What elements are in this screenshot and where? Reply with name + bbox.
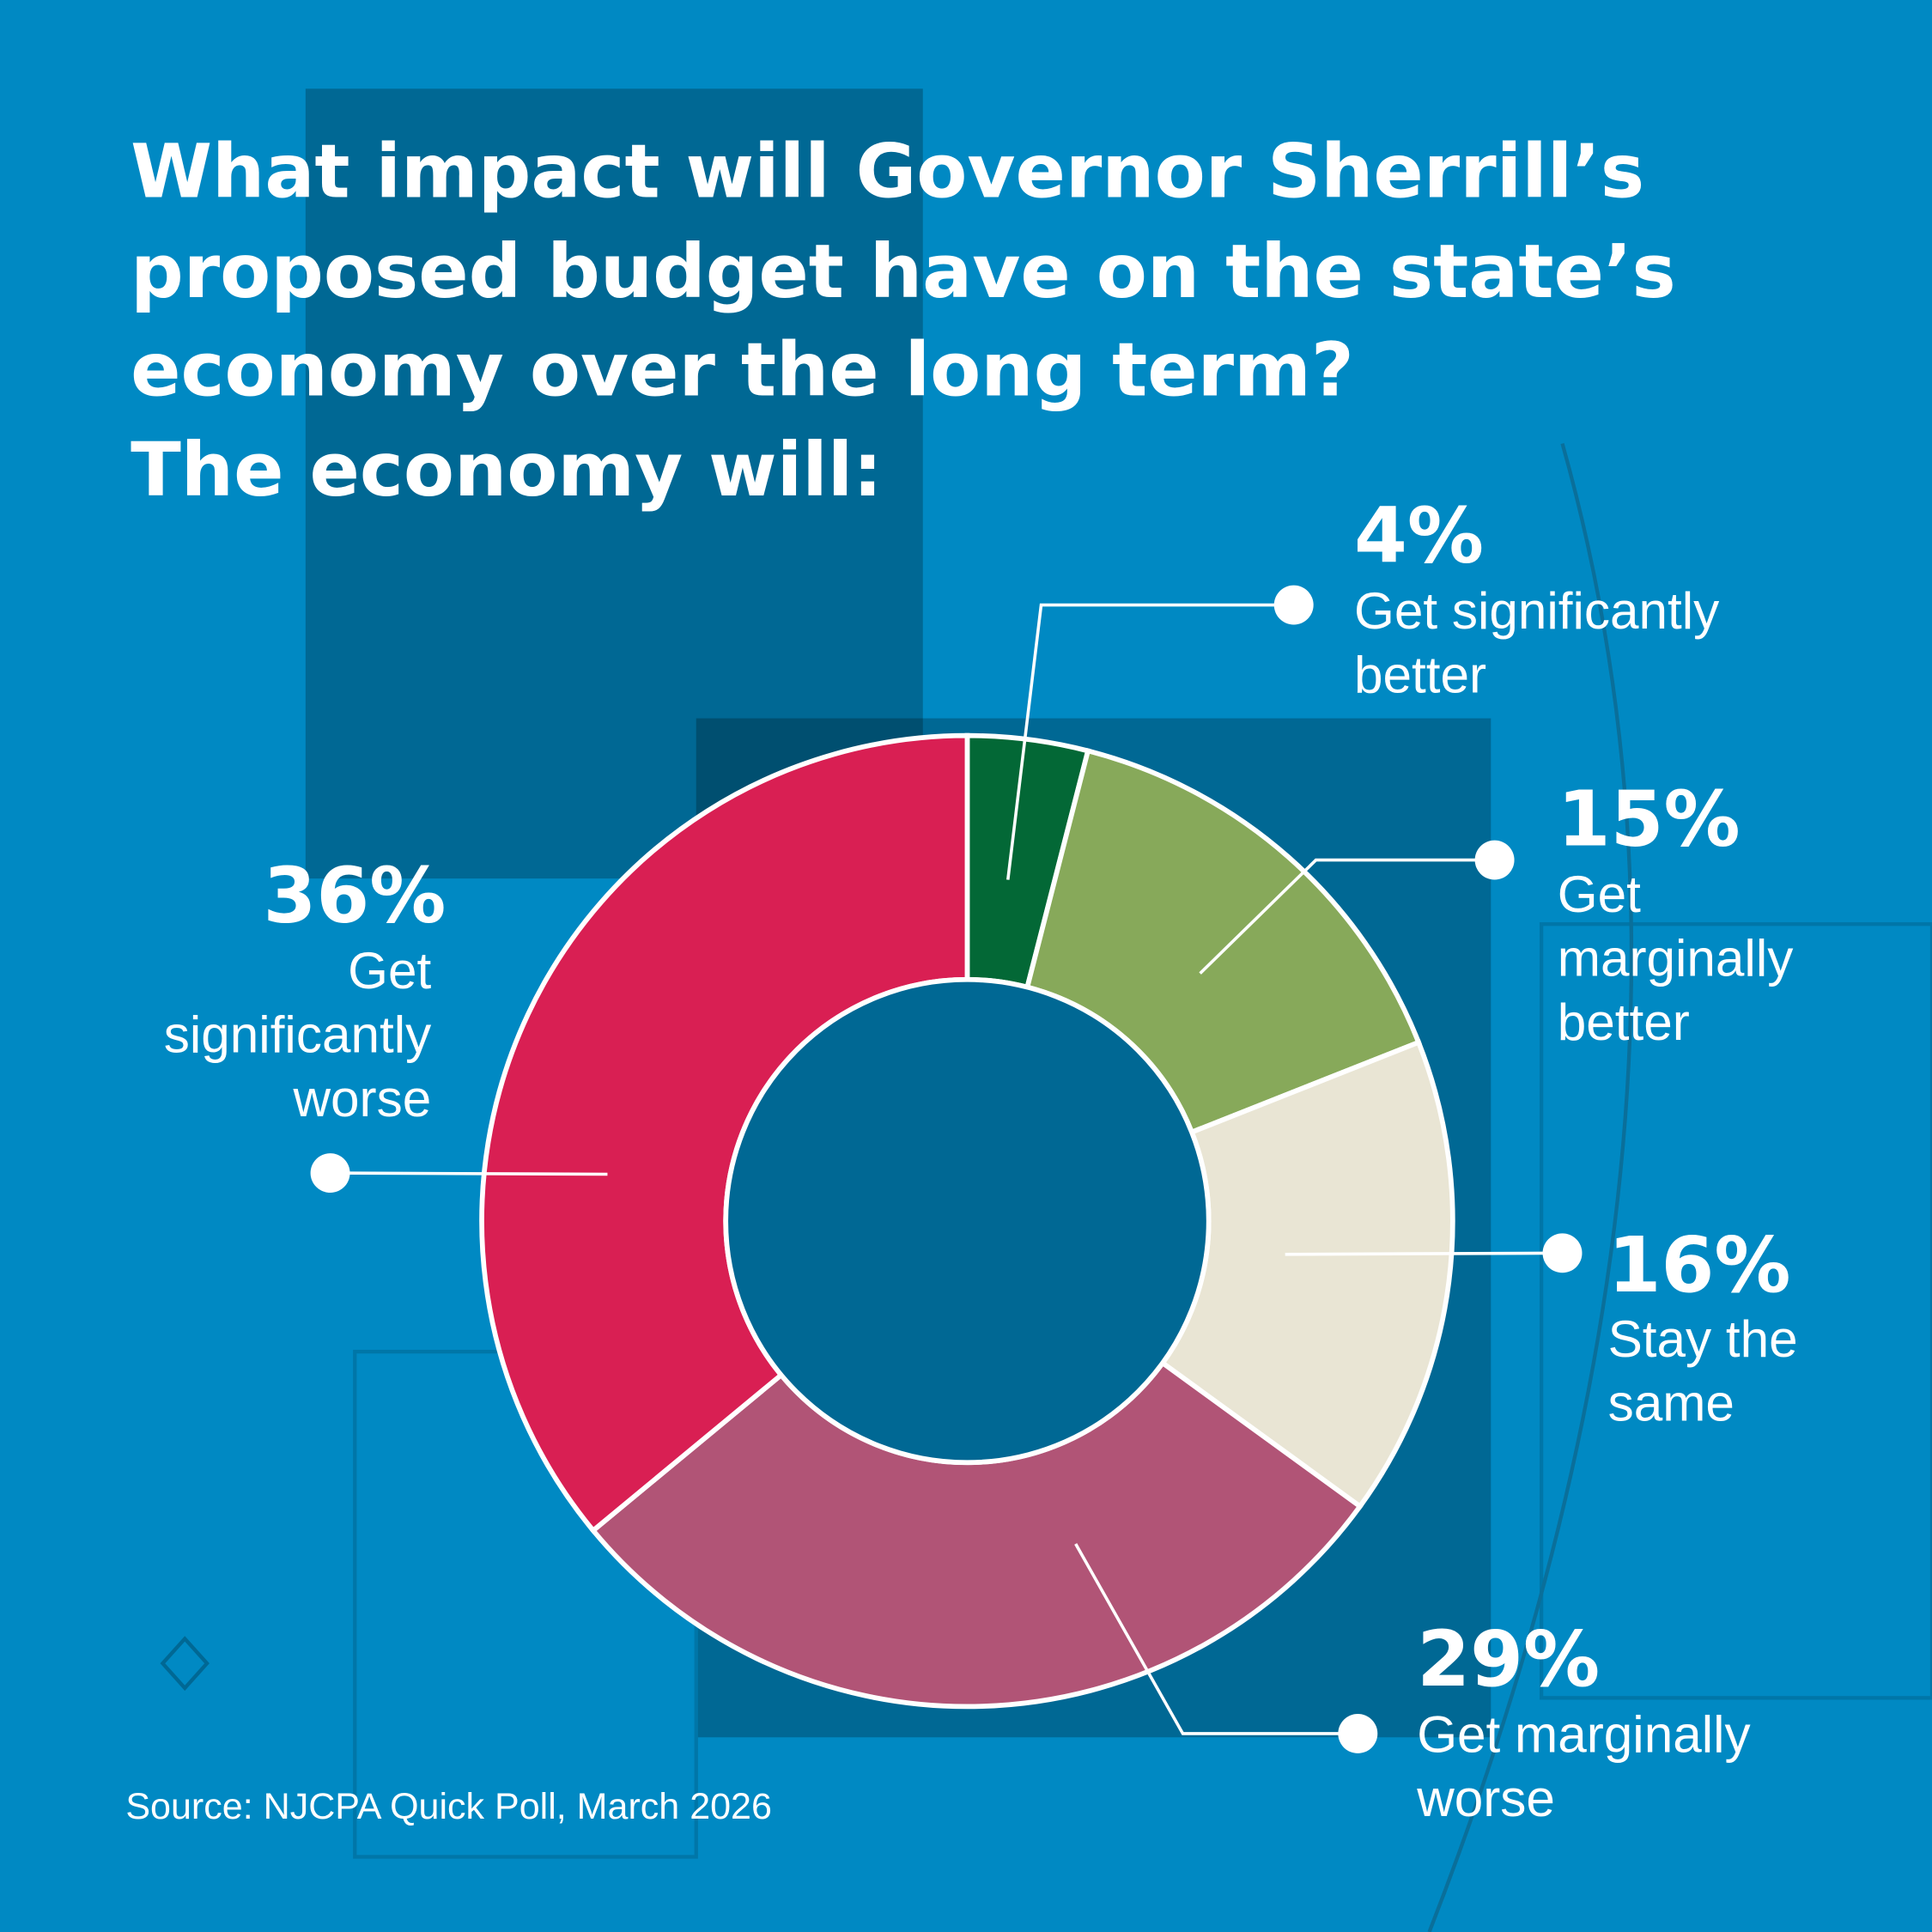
leader-line-15 xyxy=(1199,858,1495,975)
slice-label-line: better xyxy=(1558,993,1690,1051)
leader-dot-29 xyxy=(1338,1714,1378,1753)
label-significantly-worse: 36% Get significantly worse xyxy=(164,850,447,1127)
pct-label: 15% xyxy=(1558,774,1741,863)
leader-dot-36 xyxy=(310,1153,350,1194)
pct-label: 29% xyxy=(1417,1614,1600,1704)
leader-line-36 xyxy=(330,1171,608,1176)
slice-label-line: Get significantly xyxy=(1354,581,1719,640)
slice-label-line: better xyxy=(1354,645,1486,703)
slice-label-line: Get marginally xyxy=(1417,1704,1750,1763)
slice-label-line: significantly xyxy=(164,1005,431,1063)
pct-label: 36% xyxy=(264,850,447,939)
decor-hatch-right xyxy=(1539,922,1932,1700)
slice-label-line: Get xyxy=(1558,865,1641,923)
leader-line-4 xyxy=(1006,603,1294,880)
slice-label-line: same xyxy=(1608,1373,1735,1431)
decor-arc xyxy=(1427,442,1634,1932)
leader-dot-4 xyxy=(1273,585,1314,625)
leader-dot-16 xyxy=(1542,1233,1583,1273)
leader-dot-15 xyxy=(1474,840,1515,880)
chart-title-line-1: What impact will Governor Sherrill’s xyxy=(131,130,1644,216)
slice-label-line: worse xyxy=(293,1069,432,1127)
decor-diamond xyxy=(160,1636,210,1692)
slice-label-line: marginally xyxy=(1558,928,1794,987)
label-marginally-better: 15% Get marginally better xyxy=(1558,774,1794,1051)
chart-title-line-2: proposed budget have on the state’s xyxy=(131,229,1676,315)
slice-label-line: Stay the xyxy=(1608,1309,1798,1368)
source-note: Source: NJCPA Quick Poll, March 2026 xyxy=(125,1786,772,1827)
slice-label-line: Get xyxy=(348,941,431,999)
chart-title-line-3: economy over the long term? xyxy=(131,328,1354,414)
label-significantly-better: 4% Get significantly better xyxy=(1354,490,1719,703)
pct-label: 4% xyxy=(1354,490,1484,580)
label-stay-same: 16% Stay the same xyxy=(1608,1220,1798,1432)
leader-line-16 xyxy=(1285,1251,1563,1256)
donut-chart xyxy=(479,732,1455,1710)
donut-hole xyxy=(723,976,1212,1466)
leader-line-29 xyxy=(1074,1543,1358,1735)
pct-label: 16% xyxy=(1608,1220,1791,1309)
slice-label-line: worse xyxy=(1416,1769,1555,1827)
label-marginally-worse: 29% Get marginally worse xyxy=(1416,1614,1750,1827)
chart-title-line-4: The economy will: xyxy=(131,428,883,513)
